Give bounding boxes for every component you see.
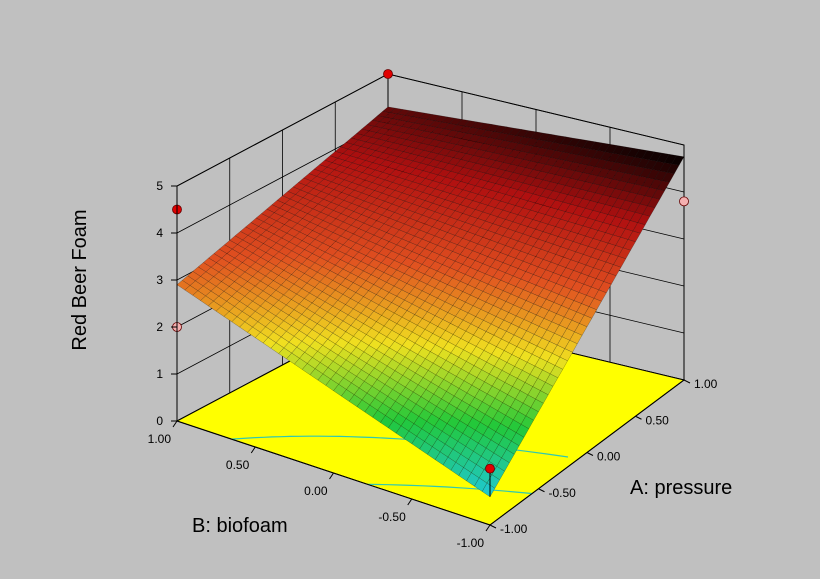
y-tick-label: -1.00 bbox=[457, 536, 485, 550]
z-axis-title: Red Beer Foam bbox=[69, 209, 91, 350]
x-tick-mark bbox=[489, 524, 497, 529]
response-surface bbox=[176, 106, 685, 498]
x-tick-label: 0.50 bbox=[646, 413, 670, 427]
axis-frame bbox=[171, 185, 691, 532]
tick-labels: -1.00 -0.50 0.00 0.50 1.00 -1.00 -0.50 0.00 0.50… bbox=[148, 179, 718, 550]
x-tick-label: 0.00 bbox=[597, 450, 621, 464]
design-point-marker bbox=[383, 69, 393, 79]
z-tick-label: 5 bbox=[156, 179, 163, 193]
x-axis-title: A: pressure bbox=[630, 477, 732, 499]
y-tick-label: -0.50 bbox=[378, 510, 406, 524]
y-tick-mark bbox=[407, 498, 413, 506]
y-tick-mark bbox=[329, 472, 334, 480]
contour-line bbox=[367, 483, 532, 495]
y-tick-mark bbox=[250, 446, 256, 454]
x-tick-label: -0.50 bbox=[549, 486, 577, 500]
x-tick-mark bbox=[538, 488, 545, 493]
x-tick-mark bbox=[635, 415, 642, 420]
x-tick-mark bbox=[586, 452, 594, 456]
design-point-marker bbox=[485, 463, 495, 474]
z-tick-label: 4 bbox=[156, 226, 163, 240]
y-tick-mark bbox=[485, 524, 491, 532]
z-tick-label: 3 bbox=[156, 273, 163, 287]
z-tick-label: 0 bbox=[156, 414, 163, 428]
z-tick-label: 1 bbox=[156, 367, 163, 381]
z-tick-label: 2 bbox=[156, 320, 163, 334]
design-point-marker bbox=[679, 196, 689, 207]
surface-cell bbox=[481, 482, 496, 498]
y-tick-label: 1.00 bbox=[148, 432, 172, 446]
y-tick-label: 0.50 bbox=[226, 458, 250, 472]
y-tick-mark bbox=[172, 420, 178, 428]
x-tick-mark bbox=[683, 379, 691, 384]
x-tick-label: -1.00 bbox=[500, 522, 528, 536]
y-axis-title: B: biofoam bbox=[192, 515, 288, 537]
x-tick-label: 1.00 bbox=[694, 377, 718, 391]
y-tick-label: 0.00 bbox=[304, 484, 328, 498]
